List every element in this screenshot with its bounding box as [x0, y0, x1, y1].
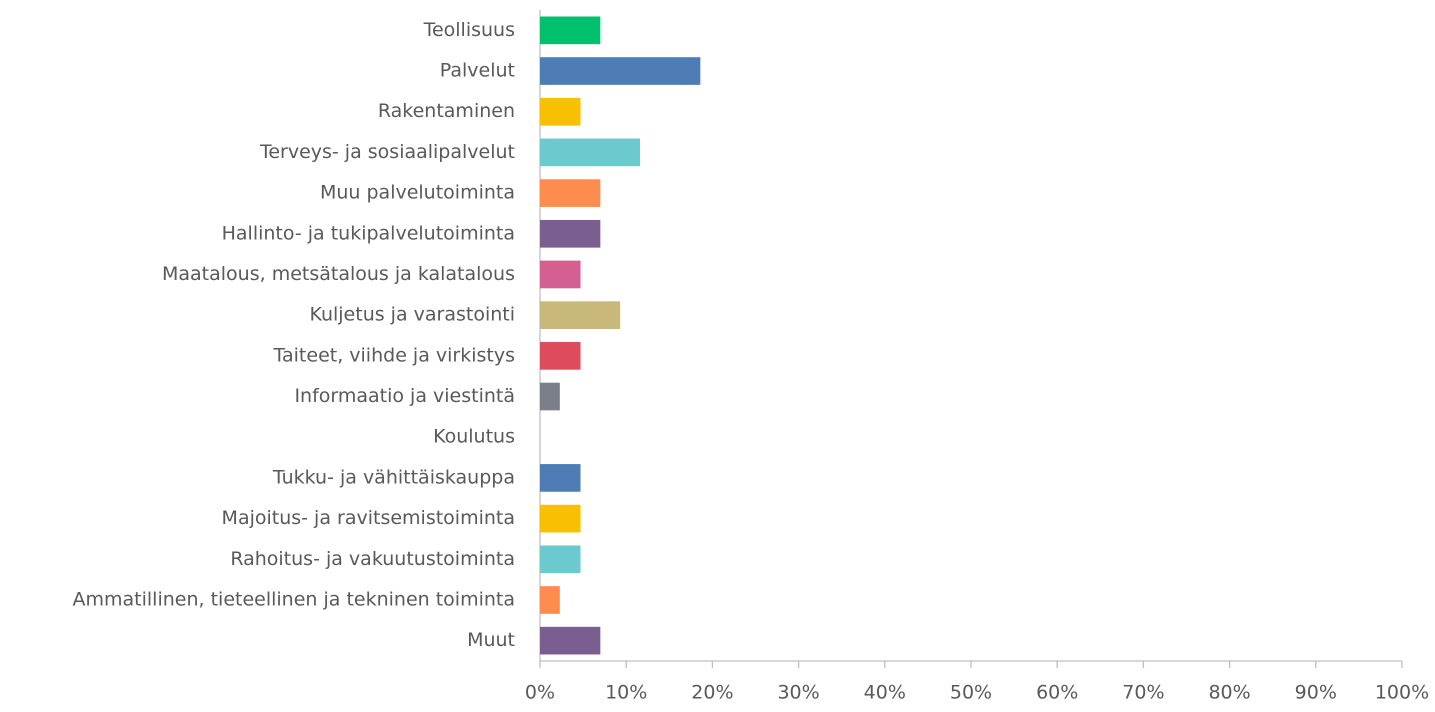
y-tick-label: Muu palvelutoiminta [320, 182, 515, 204]
x-tick-label: 70% [1122, 682, 1164, 704]
x-tick-label: 90% [1295, 682, 1337, 704]
y-tick-label: Informaatio ja viestintä [294, 385, 515, 407]
bar [540, 16, 601, 45]
bar [540, 382, 560, 411]
y-tick-label: Teollisuus [423, 19, 515, 41]
bar [540, 464, 581, 492]
bar [540, 260, 581, 289]
x-tick-label: 60% [1036, 682, 1078, 704]
bar [540, 301, 621, 329]
y-tick-label: Maatalous, metsätalous ja kalatalous [162, 263, 515, 285]
bar [540, 545, 581, 574]
y-tick-label: Majoitus- ja ravitsemistoiminta [222, 507, 515, 529]
bar [540, 97, 581, 126]
x-tick-label: 100% [1375, 682, 1429, 704]
bar [540, 342, 581, 370]
bar [540, 219, 601, 248]
bar [540, 57, 701, 85]
y-tick-label: Taiteet, viihde ja virkistys [273, 344, 515, 366]
y-tick-label: Tukku- ja vähittäiskauppa [272, 466, 515, 488]
bar [540, 586, 560, 614]
y-tick-label: Muut [467, 629, 515, 651]
y-tick-label: Ammatillinen, tieteellinen ja tekninen t… [73, 588, 515, 610]
x-tick-label: 80% [1208, 682, 1250, 704]
bar [540, 626, 601, 655]
y-tick-label: Terveys- ja sosiaalipalvelut [259, 141, 515, 163]
y-tick-label: Palvelut [440, 60, 515, 82]
y-tick-label: Rahoitus- ja vakuutustoiminta [230, 548, 515, 570]
y-tick-label: Koulutus [433, 426, 515, 448]
x-tick-label: 40% [864, 682, 906, 704]
y-tick-label: Rakentaminen [378, 100, 515, 122]
y-tick-label: Hallinto- ja tukipalvelutoiminta [222, 222, 515, 244]
x-tick-label: 10% [605, 682, 647, 704]
x-tick-label: 0% [525, 682, 555, 704]
bar [540, 138, 640, 167]
x-tick-label: 30% [777, 682, 819, 704]
bar [540, 504, 581, 533]
bar [540, 179, 601, 207]
y-tick-label: Kuljetus ja varastointi [309, 304, 515, 326]
x-tick-label: 20% [691, 682, 733, 704]
x-tick-label: 50% [950, 682, 992, 704]
